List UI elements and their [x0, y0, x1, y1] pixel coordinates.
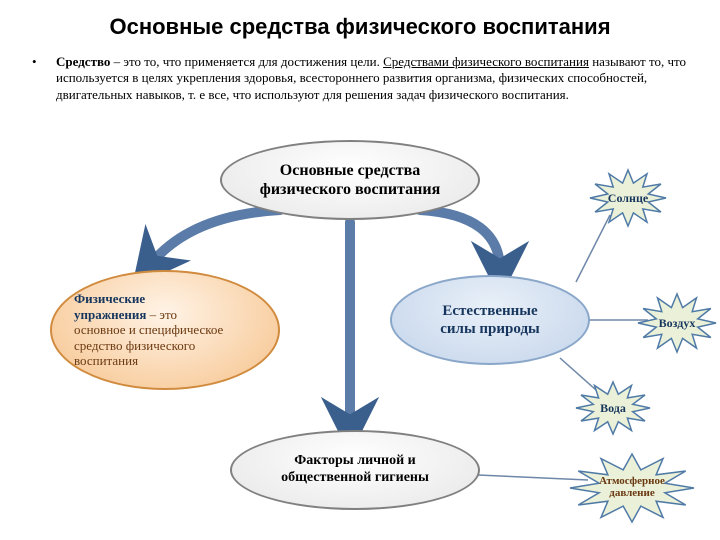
ellipse-natural-forces: Естественные силы природы: [390, 275, 590, 365]
left-rest-3: воспитания: [74, 353, 256, 369]
left-strong-2: упражнения: [74, 307, 146, 322]
center-line2: физического воспитания: [244, 180, 456, 199]
ellipse-center: Основные средства физического воспитания: [220, 140, 480, 220]
star-air-label: Воздух: [659, 316, 696, 331]
left-rest-1: основное и специфическое: [74, 322, 256, 338]
ellipse-physical-exercises: Физические упражнения – это основное и с…: [50, 270, 280, 390]
starburst-atm: Атмосферное давление: [568, 452, 696, 524]
starburst-sun: Солнце: [588, 168, 668, 228]
bottom-line1: Факторы личной и: [254, 453, 456, 470]
left-strong-1: Физические: [74, 291, 145, 306]
star-water-label: Вода: [600, 401, 626, 416]
left-rest-0: – это: [146, 307, 177, 322]
star-atm-line2: давление: [609, 487, 654, 499]
ellipse-hygiene-factors: Факторы личной и общественной гигиены: [230, 430, 480, 510]
starburst-air: Воздух: [636, 292, 718, 354]
left-rest-2: средство физического: [74, 338, 256, 354]
center-line1: Основные средства: [244, 161, 456, 180]
star-atm-line1: Атмосферное: [599, 475, 665, 487]
star-sun-label: Солнце: [608, 191, 648, 206]
right-line2: силы природы: [414, 320, 566, 338]
starburst-water: Вода: [574, 380, 652, 436]
bottom-line2: общественной гигиены: [254, 470, 456, 487]
right-line1: Естественные: [414, 302, 566, 320]
